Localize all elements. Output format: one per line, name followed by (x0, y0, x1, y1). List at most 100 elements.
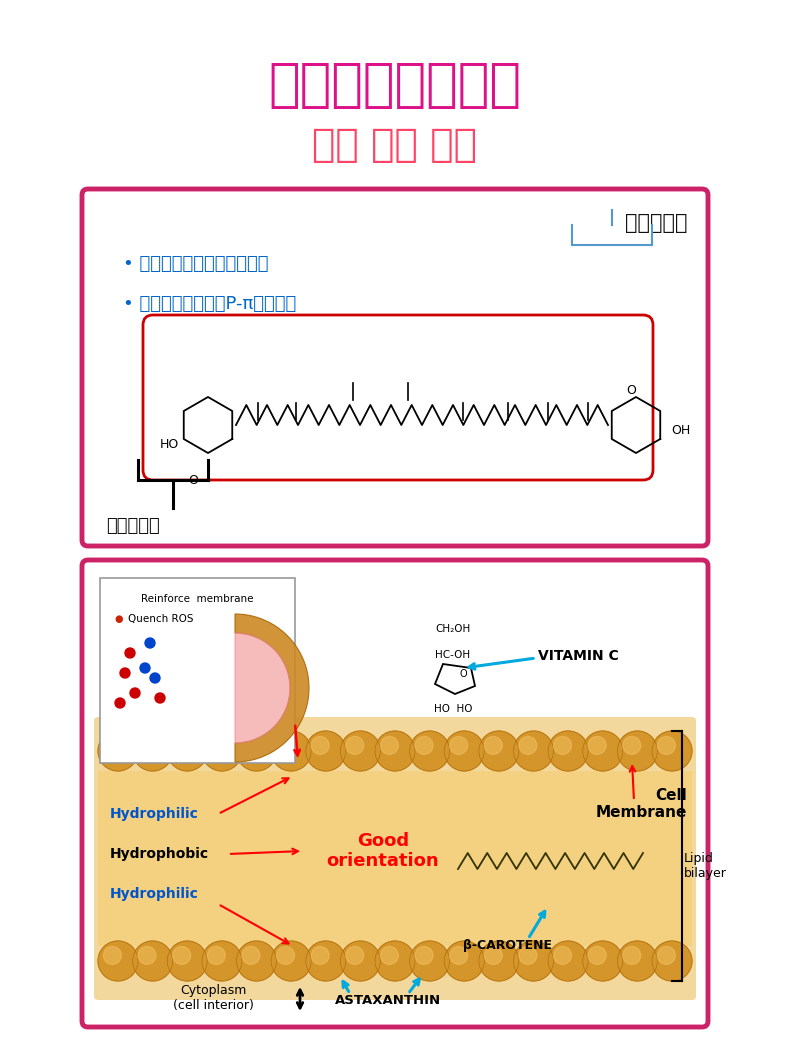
Circle shape (623, 736, 641, 754)
Circle shape (202, 941, 242, 981)
Text: O: O (188, 474, 198, 486)
Bar (98, 771, 692, 946)
Circle shape (519, 736, 537, 754)
Text: β-CAROTENE: β-CAROTENE (464, 939, 552, 953)
Circle shape (479, 731, 519, 771)
Circle shape (375, 731, 415, 771)
Circle shape (133, 941, 173, 981)
FancyBboxPatch shape (94, 717, 696, 1000)
Circle shape (138, 736, 156, 754)
Wedge shape (235, 633, 290, 743)
Circle shape (340, 731, 380, 771)
Text: HO: HO (160, 438, 179, 452)
Circle shape (271, 941, 311, 981)
Text: Reinforce  membrane: Reinforce membrane (141, 594, 254, 604)
Text: VITAMIN C: VITAMIN C (538, 649, 619, 663)
Circle shape (479, 941, 519, 981)
Circle shape (588, 947, 606, 964)
Circle shape (657, 736, 675, 754)
Text: Lipid
bilayer: Lipid bilayer (684, 852, 727, 880)
Circle shape (140, 663, 150, 673)
Circle shape (617, 941, 657, 981)
Text: Good
orientation: Good orientation (327, 832, 439, 870)
Circle shape (103, 736, 122, 754)
Circle shape (242, 736, 260, 754)
Circle shape (150, 673, 160, 683)
Circle shape (484, 736, 502, 754)
Text: OH: OH (671, 424, 690, 436)
Text: 亲水性末端: 亲水性末端 (106, 517, 160, 535)
Circle shape (103, 947, 122, 964)
Circle shape (410, 941, 450, 981)
Circle shape (276, 947, 295, 964)
Circle shape (202, 731, 242, 771)
Text: 专业 微囊 工艺: 专业 微囊 工艺 (313, 126, 477, 164)
Circle shape (207, 947, 225, 964)
Circle shape (346, 736, 363, 754)
Circle shape (167, 941, 207, 981)
Text: 雨生红球藻虾青素: 雨生红球藻虾青素 (269, 59, 521, 111)
Circle shape (548, 941, 588, 981)
Circle shape (125, 649, 135, 658)
Circle shape (98, 941, 138, 981)
Text: Cell
Membrane: Cell Membrane (596, 788, 687, 820)
Circle shape (236, 941, 276, 981)
Circle shape (583, 941, 623, 981)
Circle shape (236, 731, 276, 771)
Circle shape (276, 736, 295, 754)
Polygon shape (235, 614, 309, 761)
Circle shape (145, 638, 155, 649)
Circle shape (519, 947, 537, 964)
Circle shape (415, 736, 433, 754)
Text: • 虾青素具有亲油性脂质骨架: • 虾青素具有亲油性脂质骨架 (123, 255, 269, 273)
Circle shape (306, 941, 346, 981)
Text: ASTAXANTHIN: ASTAXANTHIN (335, 995, 441, 1007)
Text: 亲水性末端: 亲水性末端 (625, 213, 687, 233)
Circle shape (554, 947, 571, 964)
Circle shape (652, 731, 692, 771)
Text: Cytoplasm
(cell interior): Cytoplasm (cell interior) (172, 984, 254, 1011)
Circle shape (346, 947, 363, 964)
Circle shape (375, 941, 415, 981)
Circle shape (130, 688, 140, 698)
FancyBboxPatch shape (82, 189, 708, 546)
Circle shape (138, 947, 156, 964)
Circle shape (444, 731, 484, 771)
Circle shape (271, 731, 311, 771)
Circle shape (415, 947, 433, 964)
Circle shape (623, 947, 641, 964)
Circle shape (120, 668, 130, 678)
Circle shape (167, 731, 207, 771)
Circle shape (242, 947, 260, 964)
Circle shape (548, 731, 588, 771)
Circle shape (311, 736, 329, 754)
FancyBboxPatch shape (82, 560, 708, 1027)
Circle shape (588, 736, 606, 754)
Circle shape (340, 941, 380, 981)
FancyBboxPatch shape (100, 578, 295, 763)
Circle shape (514, 941, 554, 981)
Circle shape (554, 736, 571, 754)
Circle shape (444, 941, 484, 981)
Text: Hydrophilic: Hydrophilic (110, 808, 199, 821)
Circle shape (657, 947, 675, 964)
Circle shape (155, 693, 165, 703)
Circle shape (381, 736, 398, 754)
Circle shape (173, 947, 190, 964)
Circle shape (652, 941, 692, 981)
Circle shape (450, 947, 468, 964)
Circle shape (484, 947, 502, 964)
Text: O: O (626, 384, 636, 396)
Text: • 单双键交替，形成P-π共轭结构: • 单双键交替，形成P-π共轭结构 (123, 295, 296, 313)
Circle shape (450, 736, 468, 754)
Circle shape (133, 731, 173, 771)
Text: Hydrophobic: Hydrophobic (110, 847, 209, 861)
Text: HO  HO: HO HO (434, 704, 472, 714)
Text: Hydrophilic: Hydrophilic (110, 887, 199, 901)
Circle shape (410, 731, 450, 771)
Text: ●: ● (114, 614, 122, 624)
Circle shape (173, 736, 190, 754)
Circle shape (306, 731, 346, 771)
Circle shape (583, 731, 623, 771)
Text: HC-OH: HC-OH (435, 650, 470, 660)
